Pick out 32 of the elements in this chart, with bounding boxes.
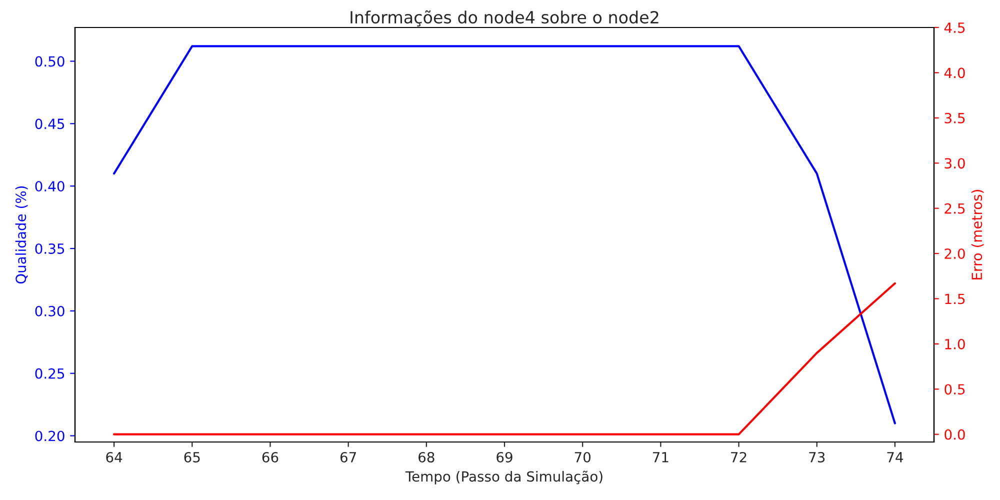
y2-tick-label: 4.5 (944, 22, 965, 33)
y2-tick-label: 4.0 (944, 68, 965, 78)
x-tick-label: 73 (809, 452, 825, 462)
y2-tick-label: 2.0 (944, 248, 965, 259)
x-tick-label: 69 (496, 452, 512, 462)
y-tick-label: 0.20 (35, 430, 64, 442)
y2-tick-label: 3.5 (944, 112, 965, 124)
x-tick-label: 74 (887, 452, 904, 462)
y2-tick-label: 1.0 (945, 338, 965, 350)
x-tick-label: 70 (574, 452, 591, 462)
y-axis-title: Qualidade (%) (15, 186, 28, 284)
x-axis-title: Tempo (Passo da Simulação) (405, 470, 602, 484)
x-tick-label: 67 (340, 452, 356, 462)
y2-tick-label: 0.5 (944, 384, 965, 395)
y2-axis-title: Erro (metros) (971, 190, 984, 280)
chart-title: Informações do node4 sobre o node2 (350, 10, 658, 27)
y2-tick-label: 2.5 (944, 203, 965, 214)
x-tick-label: 68 (418, 452, 434, 462)
y-tick-label: 0.25 (35, 368, 64, 379)
x-tick-label: 72 (731, 452, 746, 462)
x-tick-label: 64 (106, 452, 122, 462)
y-tick-label: 0.35 (35, 243, 64, 254)
y-tick-label: 0.50 (35, 56, 64, 67)
x-tick-label: 71 (652, 452, 668, 462)
y-tick-label: 0.45 (35, 118, 64, 130)
y-tick-label: 0.40 (35, 181, 64, 192)
y2-tick-label: 1.5 (945, 294, 965, 304)
y2-tick-label: 3.0 (944, 158, 965, 169)
y-tick-label: 0.30 (35, 306, 64, 316)
x-tick-label: 65 (184, 452, 200, 462)
y2-tick-label: 0.0 (944, 429, 965, 440)
x-tick-label: 66 (262, 452, 278, 462)
